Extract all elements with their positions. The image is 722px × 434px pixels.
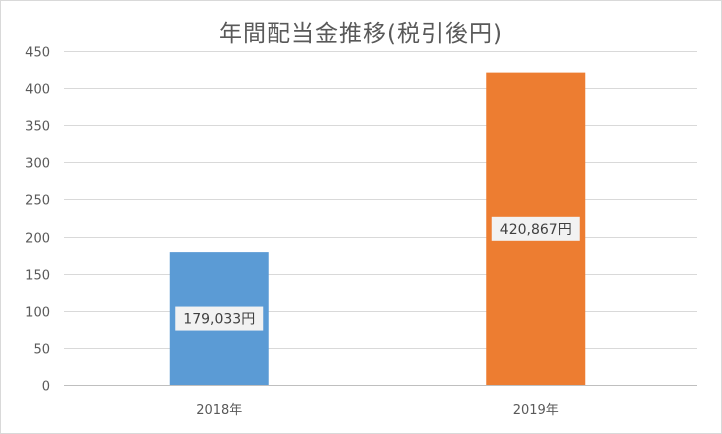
y-tick-label: 400 bbox=[25, 83, 50, 98]
y-tick-label: 0 bbox=[42, 380, 50, 395]
y-tick-label: 350 bbox=[25, 120, 50, 135]
gridlines bbox=[64, 51, 697, 386]
y-tick-label: 200 bbox=[25, 232, 50, 247]
y-axis-ticks: 0 50 100 150 200 250 300 350 400 450 bbox=[25, 46, 50, 395]
y-tick-label: 250 bbox=[25, 194, 50, 209]
data-label: 179,033円 bbox=[183, 312, 255, 328]
y-tick-label: 450 bbox=[25, 46, 50, 61]
x-tick-label: 2018年 bbox=[196, 403, 242, 418]
chart-title: 年間配当金推移(税引後円) bbox=[219, 21, 503, 47]
y-tick-label: 50 bbox=[33, 343, 50, 358]
x-tick-label: 2019年 bbox=[513, 403, 559, 418]
data-labels: 179,033円 420,867円 bbox=[175, 216, 580, 331]
y-tick-label: 300 bbox=[25, 157, 50, 172]
data-label-box bbox=[175, 306, 264, 331]
y-tick-label: 100 bbox=[25, 306, 50, 321]
data-label-box bbox=[491, 216, 580, 241]
x-axis-ticks: 2018年 2019年 bbox=[196, 403, 559, 418]
data-label: 420,867円 bbox=[500, 222, 572, 238]
y-tick-label: 150 bbox=[25, 269, 50, 284]
